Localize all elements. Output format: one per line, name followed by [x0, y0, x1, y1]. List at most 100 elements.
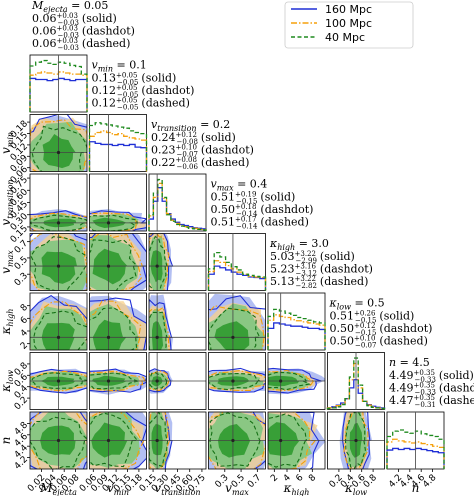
hist-dashed-vmin [88, 122, 148, 172]
x-tick-label-n: 4.8 [421, 473, 438, 490]
panel-content [30, 293, 87, 350]
contour-solid [30, 210, 87, 231]
panel-content [149, 293, 206, 350]
title-value-mejecta: 0.06+0.03 −0.03 (dashed) [32, 37, 130, 52]
title-value-vtransition: 0.24+0.12 −0.08 (solid) [151, 131, 236, 146]
panel-content [268, 352, 325, 410]
hist-dashdot-vmin [88, 130, 148, 172]
panel-frame [89, 411, 147, 470]
contour-dashed [89, 412, 139, 468]
panel-vmin-vtransition [89, 173, 147, 232]
y-axis-label-khigh: κhigh [0, 309, 15, 336]
y-tick-label-vmax: 0.5 [13, 255, 30, 272]
title-block-vmin: vmin = 0.10.13+0.05 −0.05 (solid)0.12+0.05… [92, 59, 195, 112]
panel-mejecta-n [29, 411, 88, 470]
contour-solid [149, 298, 173, 350]
truth-point [354, 438, 358, 443]
panel-khigh-n [267, 411, 326, 470]
x-axis-label-vmax: vmax [225, 481, 249, 496]
x-axis-label-vmin: vmin [107, 481, 129, 496]
title-head-n: n = 4.5 [389, 356, 430, 369]
contour-solid [89, 210, 147, 231]
contour-dashdot [89, 233, 144, 291]
legend-label-dashed: 40 Mpc [325, 31, 365, 44]
panel-content [89, 412, 147, 469]
truth-point [56, 335, 61, 339]
contour-dashdot [268, 369, 315, 391]
hist-dashed-vmax [207, 251, 267, 291]
panel-vtransition-n [148, 411, 207, 470]
title-head-khigh: κhigh = 3.0 [269, 237, 329, 252]
hist-frame-khigh [267, 292, 326, 351]
contour-dashed [33, 310, 87, 350]
truth-point [106, 221, 111, 225]
truth-point [155, 264, 159, 268]
title-value-mejecta: 0.06+0.03 −0.03 (solid) [32, 12, 117, 27]
legend-label-solid: 160 Mpc [325, 3, 372, 16]
contour-dashed [344, 412, 366, 469]
hist-panel-khigh [267, 292, 326, 351]
truth-point [106, 438, 111, 443]
contour-dashed [208, 307, 261, 350]
truth-point [279, 438, 283, 443]
panel-content [268, 412, 325, 469]
hist-dashdot-khigh [267, 314, 326, 350]
panel-frame [29, 352, 88, 410]
panel-content [208, 293, 266, 350]
contour-solid [295, 412, 320, 469]
truth-point [155, 335, 159, 339]
panel-vmax-n [208, 411, 266, 470]
truth-point [56, 221, 61, 225]
panel-content [30, 233, 87, 291]
contour-solid [342, 412, 371, 469]
legend-box [284, 1, 414, 49]
y-axis-label-klow: κlow [0, 370, 15, 393]
title-value-vmin: 0.12+0.05 −0.05 (dashdot) [92, 84, 195, 99]
y-tick-label-khigh: 4 [19, 328, 30, 339]
hist-panel-vtransition [148, 173, 207, 232]
panel-mejecta-vmax [29, 233, 88, 291]
title-value-klow: 0.50+0.10 −0.07 (dashed) [330, 335, 428, 350]
contour-solid [30, 412, 87, 469]
contour-fill-core [41, 251, 77, 284]
panel-klow-n [327, 411, 385, 470]
panel-vtransition-klow [148, 352, 207, 410]
x-tick-label-khigh: 4 [282, 473, 293, 484]
panel-mejecta-khigh [29, 292, 88, 351]
y-axis-label-vmin: vmin [0, 132, 15, 154]
title-block-mejecta: Mejecta = 0.050.06+0.03 −0.03 (solid)0.06+… [31, 0, 135, 52]
title-block-khigh: κhigh = 3.05.03+3.22 −2.99 (solid)5.23+3.1… [269, 237, 373, 290]
legend-label-dashdot: 100 Mpc [325, 17, 372, 30]
title-block-vmax: vmax = 0.40.51+0.19 −0.15 (solid)0.50+0.18… [211, 178, 314, 231]
panel-frame [89, 173, 147, 232]
contour-dashdot [208, 305, 265, 350]
panel-frame [208, 411, 266, 470]
panel-content [149, 412, 206, 469]
title-head-klow: κlow = 0.5 [329, 297, 385, 312]
hist-dashed-khigh [267, 308, 326, 350]
title-head-vtransition: vtransition = 0.2 [151, 118, 230, 133]
x-axis-label-vtransition: vtransition [154, 481, 200, 496]
title-value-n: 4.49+0.35−0.33(dashdot) [389, 382, 474, 397]
title-value-khigh: 5.03+3.22 −2.99 (solid) [270, 250, 355, 265]
truth-point [231, 335, 235, 339]
panel-content [89, 352, 147, 410]
hist-frame-vmax [208, 233, 266, 291]
contour-solid [89, 233, 147, 291]
y-tick-label-khigh: 8 [19, 302, 30, 313]
contour-solid [268, 367, 322, 394]
title-value-mejecta: 0.06+0.03 −0.03 (dashdot) [32, 25, 135, 40]
y-tick-label-khigh: 6 [19, 315, 30, 326]
panel-frame [89, 352, 147, 410]
panel-frame [148, 292, 207, 351]
panel-content [30, 174, 87, 231]
y-axis-label-n: n [0, 437, 13, 445]
title-value-n: 4.47+0.35−0.31(dashed) [389, 394, 474, 409]
panel-frame [148, 233, 207, 291]
panel-frame [29, 292, 88, 351]
panel-content [149, 352, 206, 410]
hist-dashed-vtransition [148, 178, 207, 231]
contour-fill-core [152, 321, 164, 350]
contour-fill-core [92, 248, 128, 285]
panel-content [30, 352, 87, 410]
